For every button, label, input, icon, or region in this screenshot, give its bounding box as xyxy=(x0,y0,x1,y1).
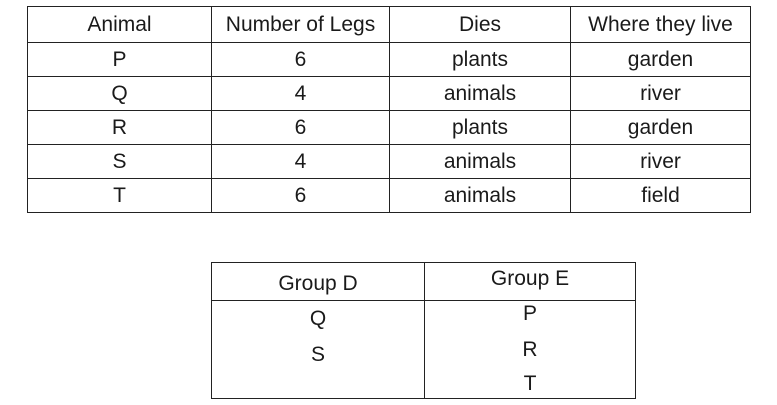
cell-animal: T xyxy=(27,178,212,213)
cell-diet: animals xyxy=(389,144,571,179)
cell-legs: 6 xyxy=(211,110,390,145)
cell-animal: Q xyxy=(27,76,212,111)
group-d-column: Group D Q S xyxy=(212,263,425,398)
cell-diet: plants xyxy=(389,42,571,77)
table-row: P 6 plants garden xyxy=(27,42,751,77)
table-row: T 6 animals field xyxy=(27,178,751,213)
cell-diet: animals xyxy=(389,178,571,213)
group-e-label: Group E xyxy=(490,267,570,290)
group-d-header: Group D xyxy=(212,263,424,301)
group-table: Group D Q S Group E P R T xyxy=(211,262,636,399)
group-e-member: R xyxy=(522,338,538,361)
group-d-member: Q xyxy=(309,307,327,330)
cell-legs: 4 xyxy=(211,76,390,111)
group-d-label: Group D xyxy=(278,272,358,295)
group-e-column: Group E P R T xyxy=(425,263,635,398)
cell-animal: R xyxy=(27,110,212,145)
column-header-habitat: Where they live xyxy=(570,6,751,43)
cell-habitat: garden xyxy=(570,110,751,145)
cell-legs: 6 xyxy=(211,42,390,77)
cell-diet: plants xyxy=(389,110,571,145)
cell-habitat: river xyxy=(570,76,751,111)
group-e-member: T xyxy=(523,372,537,395)
header-row: Animal Number of Legs Dies Where they li… xyxy=(27,6,751,43)
column-header-legs: Number of Legs xyxy=(211,6,390,43)
table-row: R 6 plants garden xyxy=(27,110,751,145)
group-e-member: P xyxy=(522,302,537,325)
animal-table: Animal Number of Legs Dies Where they li… xyxy=(27,6,751,213)
cell-habitat: river xyxy=(570,144,751,179)
cell-legs: 4 xyxy=(211,144,390,179)
column-header-animal: Animal xyxy=(27,6,212,43)
table-row: Q 4 animals river xyxy=(27,76,751,111)
column-header-diet: Dies xyxy=(389,6,571,43)
group-e-header: Group E xyxy=(425,263,635,301)
cell-animal: P xyxy=(27,42,212,77)
cell-habitat: field xyxy=(570,178,751,213)
cell-diet: animals xyxy=(389,76,571,111)
cell-animal: S xyxy=(27,144,212,179)
table-row: S 4 animals river xyxy=(27,144,751,179)
cell-legs: 6 xyxy=(211,178,390,213)
group-d-member: S xyxy=(310,343,325,366)
cell-habitat: garden xyxy=(570,42,751,77)
